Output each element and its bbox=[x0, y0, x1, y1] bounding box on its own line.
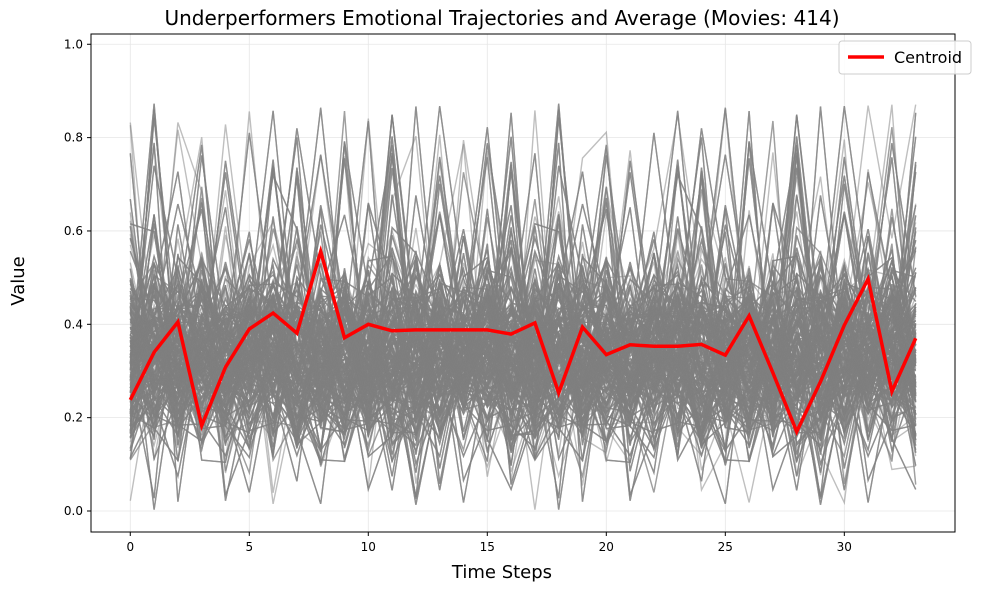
x-tick-label: 10 bbox=[361, 540, 376, 554]
x-tick-label: 0 bbox=[126, 540, 134, 554]
legend-label-centroid: Centroid bbox=[894, 48, 962, 67]
trajectory-line bbox=[129, 153, 917, 432]
y-tick-label: 0.4 bbox=[64, 317, 83, 331]
y-tick-label: 0.2 bbox=[64, 411, 83, 425]
trajectory-line bbox=[129, 224, 917, 467]
legend-box bbox=[838, 40, 972, 75]
trajectory-line bbox=[130, 278, 917, 438]
trajectory-line bbox=[129, 167, 917, 437]
x-axis-label: Time Steps bbox=[451, 562, 552, 583]
y-tick-label: 0.0 bbox=[64, 504, 83, 518]
x-tick-label: 25 bbox=[718, 540, 733, 554]
x-tick-label: 5 bbox=[245, 540, 253, 554]
trajectory-line bbox=[129, 208, 917, 452]
x-tick-label: 15 bbox=[480, 540, 495, 554]
trajectory-line bbox=[129, 142, 917, 502]
trajectory-line bbox=[129, 253, 917, 499]
trajectory-line bbox=[129, 128, 917, 438]
trajectory-line bbox=[129, 136, 917, 447]
series-layer bbox=[128, 245, 918, 437]
x-tick-label: 20 bbox=[599, 540, 614, 554]
trajectory-line bbox=[129, 255, 916, 477]
individual-trajectories bbox=[129, 103, 917, 510]
series-line-centroid bbox=[128, 245, 918, 437]
y-axis-label: Value bbox=[8, 256, 29, 305]
x-tick-label: 30 bbox=[837, 540, 852, 554]
y-tick-label: 0.8 bbox=[64, 131, 83, 145]
y-axis-ticks: 0.0 0.2 0.4 0.6 0.8 1.0 bbox=[64, 37, 91, 518]
chart-title: Underperformers Emotional Trajectories a… bbox=[164, 6, 839, 30]
x-axis-ticks: 0 5 10 15 20 25 30 bbox=[126, 532, 852, 554]
plot-area-frame bbox=[90, 33, 956, 533]
y-tick-label: 0.6 bbox=[64, 224, 83, 238]
y-tick-label: 1.0 bbox=[64, 37, 83, 51]
trajectory-line bbox=[129, 106, 917, 459]
legend: Centroid bbox=[838, 40, 972, 75]
